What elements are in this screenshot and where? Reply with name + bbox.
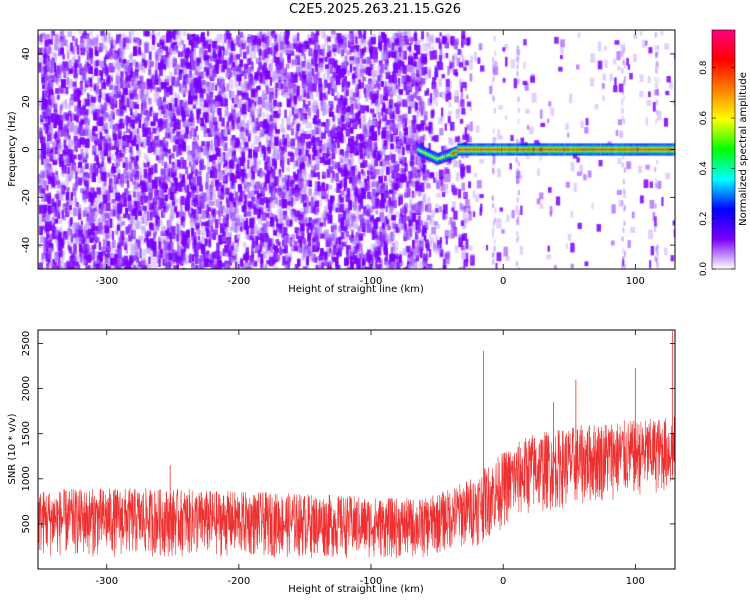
colorbar-tick-label: 0.8 <box>699 60 709 75</box>
x-tick-label: 0 <box>500 576 506 587</box>
spectrogram-x-label: Height of straight line (km) <box>288 284 424 295</box>
y-tick-label: 40 <box>21 48 32 61</box>
y-tick-label: 500 <box>21 514 32 533</box>
spectrogram-y-label: Frequency (Hz) <box>7 111 18 187</box>
colorbar-scale <box>712 30 735 269</box>
colorbar: 0.0 0.2 0.4 0.6 0.8 Normalized spectral ampl… <box>699 29 749 276</box>
x-tick-label: 100 <box>626 576 645 587</box>
snr-series-line <box>38 417 675 559</box>
spectrogram-x-ticks: -300 -200 -100 0 100 <box>95 30 645 287</box>
y-tick-label: 20 <box>21 95 32 108</box>
snr-plot: -300 -200 -100 0 100 500 1000 1500 2000 2500 Hei… <box>7 329 676 595</box>
x-tick-label: -300 <box>95 576 118 587</box>
snr-y-ticks: 500 1000 1500 2000 2500 <box>21 331 675 533</box>
y-tick-label: 1000 <box>21 466 32 491</box>
y-tick-label: -20 <box>21 189 32 205</box>
snr-y-label: SNR (10 * v/v) <box>7 413 18 484</box>
colorbar-tick-label: 0.4 <box>699 161 709 176</box>
colorbar-frame <box>711 29 736 270</box>
snr-frame <box>37 329 676 570</box>
snr-spikes <box>169 330 673 540</box>
snr-x-ticks: -300 -200 -100 0 100 <box>95 330 645 587</box>
x-tick-label: -200 <box>228 276 251 287</box>
y-tick-label: 0 <box>21 146 32 152</box>
x-tick-label: 100 <box>626 276 645 287</box>
spectrogram-image <box>38 30 675 269</box>
x-tick-label: -300 <box>95 276 118 287</box>
x-tick-label: -200 <box>228 576 251 587</box>
spectrogram-y-ticks: -40 -20 0 20 40 <box>21 48 675 253</box>
colorbar-tick-label: 0.6 <box>699 111 709 126</box>
x-tick-label: 0 <box>500 276 506 287</box>
colorbar-label: Normalized spectral amplitude <box>738 72 749 226</box>
y-tick-label: 2000 <box>21 376 32 401</box>
y-tick-label: 2500 <box>21 331 32 356</box>
colorbar-ticks: 0.0 0.2 0.4 0.6 0.8 <box>699 60 735 276</box>
x-tick-label: -100 <box>360 276 383 287</box>
colorbar-tick-label: 0.2 <box>699 212 709 226</box>
chart-title: C2E5.2025.263.21.15.G26 <box>288 2 462 17</box>
x-tick-label: -100 <box>360 576 383 587</box>
snr-x-label: Height of straight line (km) <box>288 584 424 595</box>
y-tick-label: -40 <box>21 237 32 253</box>
y-tick-label: 1500 <box>21 421 32 446</box>
colorbar-tick-label: 0.0 <box>699 262 709 277</box>
